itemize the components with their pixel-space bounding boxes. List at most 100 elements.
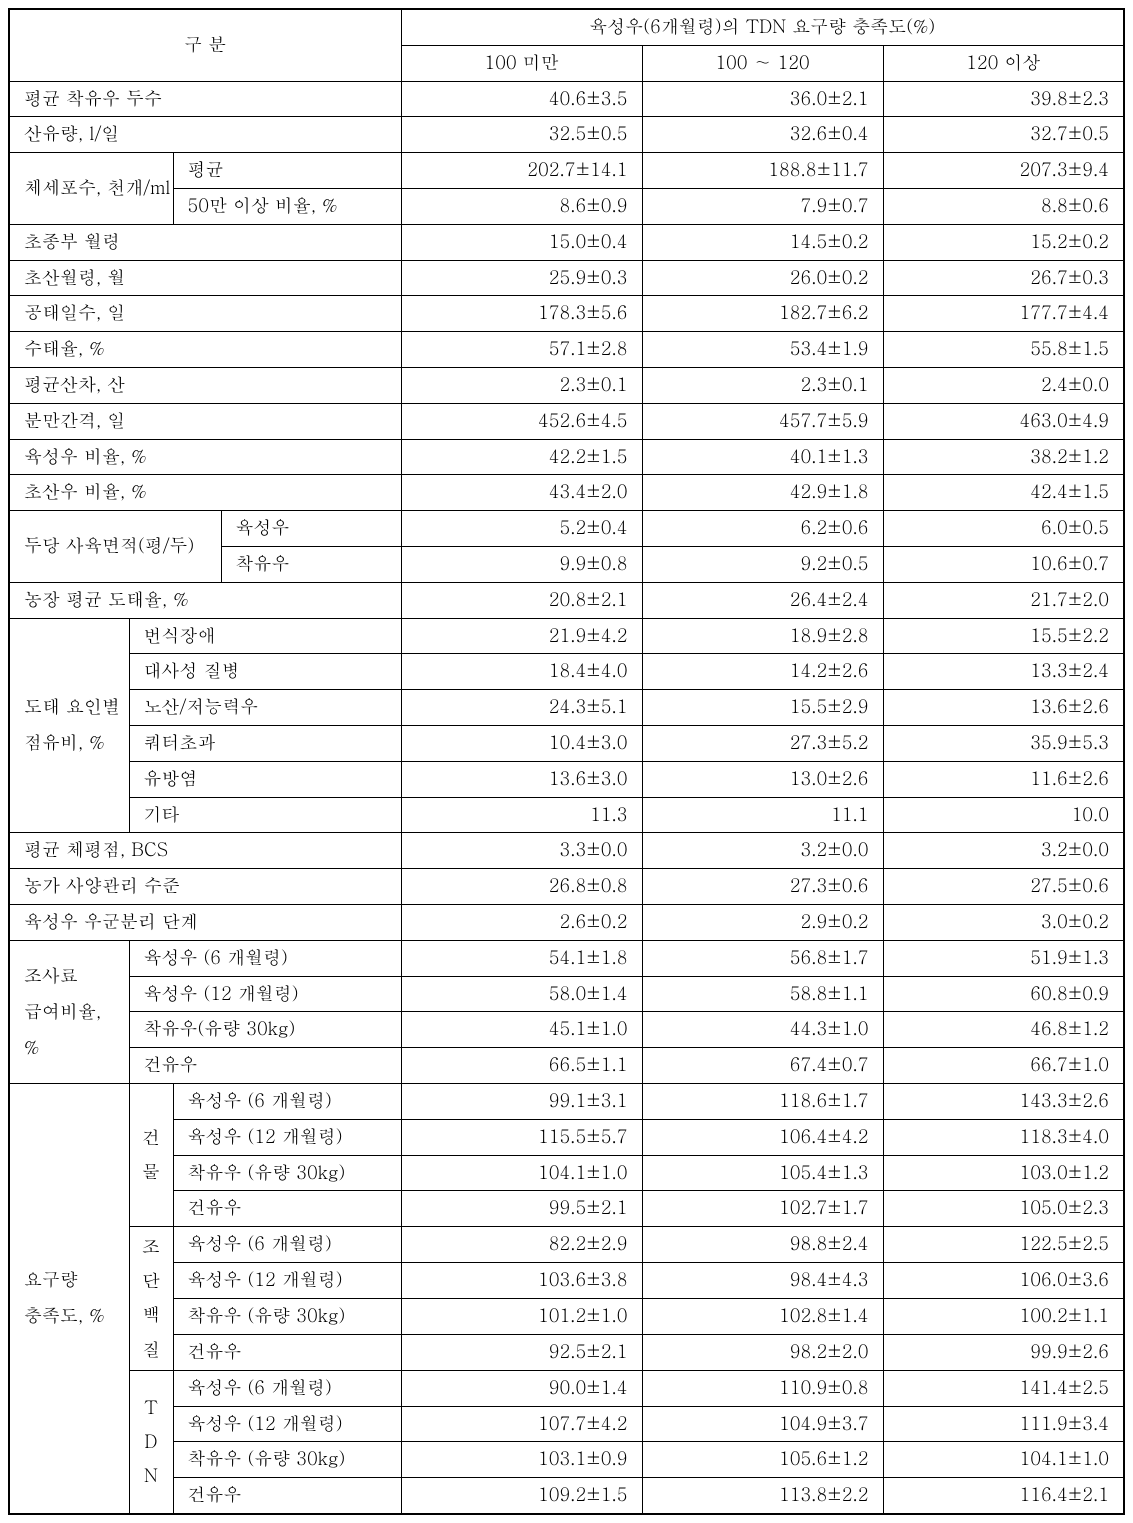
row-label: 착유우(유량 30kg) [129, 1012, 401, 1048]
req-group-l1: 요구량 [24, 1267, 78, 1292]
row-label: 대사성 질병 [129, 654, 401, 690]
row-label: 육성우 (12 개월령) [173, 1119, 401, 1155]
cell: 101.2±1.0 [401, 1298, 642, 1334]
cell: 13.6±3.0 [401, 761, 642, 797]
row-label: 수태율, % [9, 332, 401, 368]
table-row: 체세포수, 천개/ml 평균 202.7±14.1 188.8±11.7 207… [9, 153, 1124, 189]
table-row: TDN 육성우 (6 개월령) 90.0±1.4110.9±0.8141.4±2… [9, 1370, 1124, 1406]
table-row: 분만간격, 일452.6±4.5457.7±5.9463.0±4.9 [9, 403, 1124, 439]
req-group-l2: 충족도, % [24, 1303, 105, 1328]
cell: 24.3±5.1 [401, 690, 642, 726]
col-header-1: 100 ∼ 120 [642, 45, 883, 81]
cell: 67.4±0.7 [642, 1048, 883, 1084]
row-label: 육성우 (6 개월령) [129, 940, 401, 976]
cell: 118.3±4.0 [883, 1119, 1124, 1155]
cell: 3.3±0.0 [401, 833, 642, 869]
cell: 2.3±0.1 [401, 367, 642, 403]
cell: 110.9±0.8 [642, 1370, 883, 1406]
row-label: 번식장애 [129, 618, 401, 654]
row-label: 공태일수, 일 [9, 296, 401, 332]
cell: 202.7±14.1 [401, 153, 642, 189]
col-header-0: 100 미만 [401, 45, 642, 81]
row-label: 육성우 [221, 511, 401, 547]
cell: 92.5±2.1 [401, 1334, 642, 1370]
cell: 452.6±4.5 [401, 403, 642, 439]
table-row: 산유량, l/일 32.5±0.5 32.6±0.4 32.7±0.5 [9, 117, 1124, 153]
row-label: 평균산차, 산 [9, 367, 401, 403]
table-row: 요구량충족도, % 건물 육성우 (6 개월령) 99.1±3.1118.6±1… [9, 1083, 1124, 1119]
row-label: 분만간격, 일 [9, 403, 401, 439]
cell: 66.5±1.1 [401, 1048, 642, 1084]
cell: 18.4±4.0 [401, 654, 642, 690]
row-label: 초산월령, 월 [9, 260, 401, 296]
cell: 82.2±2.9 [401, 1227, 642, 1263]
cell: 99.5±2.1 [401, 1191, 642, 1227]
cell: 99.9±2.6 [883, 1334, 1124, 1370]
cell: 10.6±0.7 [883, 546, 1124, 582]
table-row: 육성우 (12 개월령)115.5±5.7106.4±4.2118.3±4.0 [9, 1119, 1124, 1155]
tdn-sufficiency-table: 구 분 육성우(6개월령)의 TDN 요구량 충족도(%) 100 미만 100… [8, 8, 1125, 1515]
cell: 32.5±0.5 [401, 117, 642, 153]
forage-group: 조사료급여비율, % [9, 940, 129, 1083]
cell: 36.0±2.1 [642, 81, 883, 117]
title-header: 육성우(6개월령)의 TDN 요구량 충족도(%) [401, 9, 1124, 45]
cell: 105.0±2.3 [883, 1191, 1124, 1227]
cell: 6.0±0.5 [883, 511, 1124, 547]
req-tdn: TDN [129, 1370, 173, 1514]
req-tdn-l1: T [144, 1395, 158, 1420]
cell: 207.3±9.4 [883, 153, 1124, 189]
cell: 3.2±0.0 [883, 833, 1124, 869]
cell: 51.9±1.3 [883, 940, 1124, 976]
cell: 58.8±1.1 [642, 976, 883, 1012]
cell: 40.1±1.3 [642, 439, 883, 475]
cell: 42.4±1.5 [883, 475, 1124, 511]
row-label: 노산/저능력우 [129, 690, 401, 726]
cell: 53.4±1.9 [642, 332, 883, 368]
cell: 42.2±1.5 [401, 439, 642, 475]
cell: 21.7±2.0 [883, 582, 1124, 618]
row-label: 육성우 (6 개월령) [173, 1370, 401, 1406]
cell: 115.5±5.7 [401, 1119, 642, 1155]
row-label: 착유우 [221, 546, 401, 582]
cell: 15.0±0.4 [401, 224, 642, 260]
cell: 26.0±0.2 [642, 260, 883, 296]
req-cp-l3: 백 [142, 1302, 160, 1327]
table-row: 초종부 월령15.0±0.414.5±0.215.2±0.2 [9, 224, 1124, 260]
cell: 2.9±0.2 [642, 904, 883, 940]
row-label: 건유우 [173, 1478, 401, 1514]
row-label: 유방염 [129, 761, 401, 797]
row-label: 육성우 (12 개월령) [173, 1263, 401, 1299]
table-row: 도태 요인별점유비, % 번식장애 21.9±4.218.9±2.815.5±2… [9, 618, 1124, 654]
cell: 118.6±1.7 [642, 1083, 883, 1119]
row-label: 건유우 [129, 1048, 401, 1084]
cell: 8.6±0.9 [401, 188, 642, 224]
cell: 44.3±1.0 [642, 1012, 883, 1048]
table-row: 육성우 비율, %42.2±1.540.1±1.338.2±1.2 [9, 439, 1124, 475]
cell: 15.5±2.2 [883, 618, 1124, 654]
req-cp-l1: 조 [142, 1234, 160, 1259]
cell: 141.4±2.5 [883, 1370, 1124, 1406]
cell: 177.7±4.4 [883, 296, 1124, 332]
req-tdn-l2: D [144, 1429, 157, 1454]
req-tdn-l3: N [144, 1463, 158, 1488]
cell: 9.2±0.5 [642, 546, 883, 582]
cell: 27.5±0.6 [883, 869, 1124, 905]
cell: 105.4±1.3 [642, 1155, 883, 1191]
forage-group-l2: 급여비율, % [24, 999, 101, 1060]
table-row: 착유우 (유량 30kg)101.2±1.0102.8±1.4100.2±1.1 [9, 1298, 1124, 1334]
table-row: 유방염13.6±3.013.0±2.611.6±2.6 [9, 761, 1124, 797]
row-label: 건유우 [173, 1334, 401, 1370]
cell: 188.8±11.7 [642, 153, 883, 189]
req-dm: 건물 [129, 1083, 173, 1226]
table-row: 노산/저능력우24.3±5.115.5±2.913.6±2.6 [9, 690, 1124, 726]
table-row: 건유우92.5±2.198.2±2.099.9±2.6 [9, 1334, 1124, 1370]
cell: 90.0±1.4 [401, 1370, 642, 1406]
cell: 463.0±4.9 [883, 403, 1124, 439]
row-label: 육성우 (12 개월령) [129, 976, 401, 1012]
cell: 11.1 [642, 797, 883, 833]
req-cp: 조단백질 [129, 1227, 173, 1371]
cell: 103.6±3.8 [401, 1263, 642, 1299]
row-label: 초종부 월령 [9, 224, 401, 260]
cell: 39.8±2.3 [883, 81, 1124, 117]
cell: 8.8±0.6 [883, 188, 1124, 224]
